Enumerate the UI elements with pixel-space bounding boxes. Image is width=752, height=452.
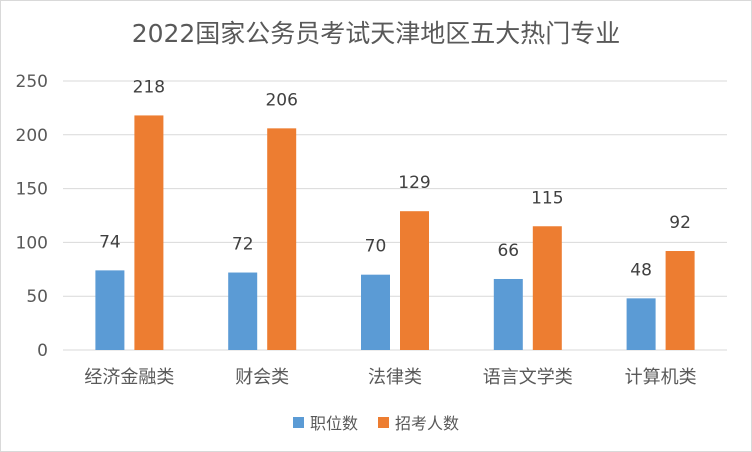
bar-series-2: [532, 226, 562, 350]
legend-swatch-series-2: [378, 416, 389, 428]
data-label: 129: [398, 173, 430, 193]
y-tick-label: 250: [16, 72, 48, 92]
y-tick-label: 50: [26, 287, 48, 307]
x-category-label: 法律类: [368, 367, 422, 388]
bar-series-1: [228, 272, 258, 350]
bar-series-1: [361, 274, 390, 350]
bar-series-2: [267, 128, 297, 350]
bar-series-1: [95, 270, 125, 350]
data-label: 92: [669, 213, 691, 233]
bar-series-2: [400, 211, 429, 350]
bar-series-2: [665, 251, 695, 350]
y-tick-label: 150: [16, 180, 48, 200]
bar-series-1: [626, 298, 656, 350]
legend-item-series-1: 职位数: [292, 410, 358, 434]
data-label: 70: [365, 237, 387, 257]
legend-label-series-1: 职位数: [309, 414, 358, 433]
legend-label-series-2: 招考人数: [395, 414, 460, 433]
bar-series-1: [493, 278, 523, 350]
legend-item-series-2: 招考人数: [378, 410, 459, 434]
x-category-label: 语言文学类: [483, 367, 573, 388]
data-label: 66: [497, 241, 519, 261]
y-tick-label: 100: [16, 233, 48, 253]
data-label: 115: [531, 188, 563, 208]
bar-series-2: [134, 115, 164, 350]
y-tick-label: 0: [37, 341, 48, 361]
data-label: 74: [99, 232, 121, 252]
x-category-label: 经济金融类: [84, 367, 174, 388]
legend-swatch-series-1: [292, 416, 304, 428]
x-category-label: 财会类: [235, 367, 289, 388]
y-tick-label: 200: [16, 126, 48, 146]
data-label: 206: [265, 90, 297, 110]
data-label: 72: [232, 235, 254, 255]
legend: 职位数 招考人数: [1, 410, 751, 434]
data-label: 218: [133, 77, 165, 97]
x-category-label: 计算机类: [625, 367, 697, 388]
data-label: 48: [630, 260, 652, 280]
chart-title: 2022国家公务员考试天津地区五大热门专业: [131, 19, 621, 48]
